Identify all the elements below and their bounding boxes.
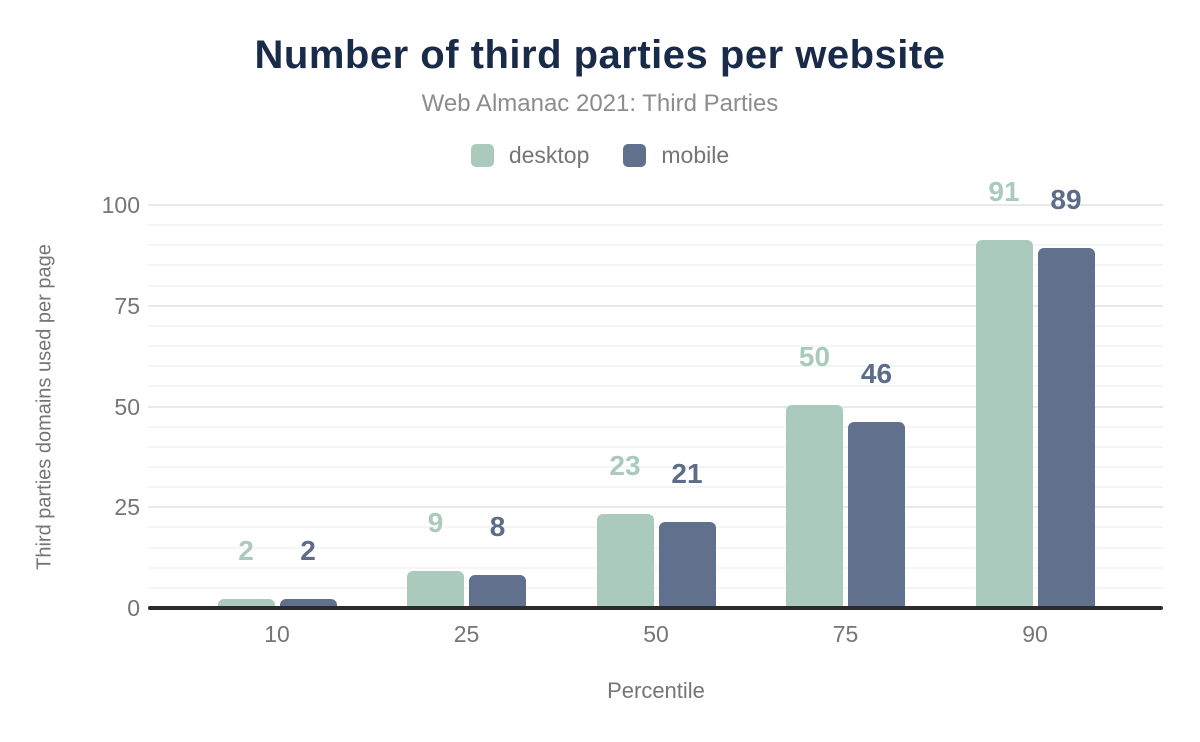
x-axis-tick-label: 90: [1022, 621, 1048, 647]
gridline-major: [148, 204, 1163, 206]
bar-value-desktop-p10: 2: [238, 535, 254, 566]
bar-desktop-p10[interactable]: [217, 599, 275, 607]
bar-mobile-p50[interactable]: [658, 522, 716, 607]
bar-value-mobile-p75: 46: [860, 358, 893, 389]
y-axis-tick-label: 75: [114, 292, 140, 319]
gridline-minor: [148, 385, 1163, 388]
x-axis-tick-label: 75: [832, 621, 859, 647]
gridline-minor: [148, 264, 1163, 267]
bar-value-mobile-p90: 89: [1050, 184, 1082, 215]
gridline-minor: [148, 224, 1163, 227]
gridline-minor: [148, 365, 1163, 368]
legend-swatch-desktop: [470, 144, 494, 167]
bar-desktop-p50[interactable]: [596, 514, 654, 607]
gridline-minor: [148, 244, 1163, 247]
x-axis-tick-label: 25: [453, 621, 480, 647]
bar-value-mobile-p25: 8: [489, 511, 506, 542]
gridline-major: [148, 304, 1163, 307]
gridline-minor: [148, 284, 1163, 287]
gridline-minor: [148, 526, 1163, 529]
bar-value-mobile-p10: 2: [300, 535, 316, 566]
legend-swatch-mobile: [623, 144, 647, 167]
gridline-minor: [148, 445, 1163, 448]
legend: desktop mobile: [0, 142, 1200, 169]
y-axis-tick-label: 100: [101, 192, 140, 218]
chart-title: Number of third parties per website: [254, 33, 946, 77]
gridline-minor: [148, 566, 1163, 569]
bar-desktop-p25[interactable]: [407, 571, 464, 607]
y-axis-title: Third parties domains used per page: [33, 244, 56, 570]
x-axis-line: [148, 606, 1163, 610]
y-axis-tick-label: 50: [114, 393, 140, 420]
chart-subtitle: Web Almanac 2021: Third Parties: [421, 90, 779, 117]
legend-item-desktop[interactable]: desktop: [470, 142, 590, 169]
y-axis-tick-label: 25: [114, 494, 140, 521]
x-axis-tick-label: 50: [643, 621, 669, 647]
legend-label: desktop: [508, 142, 590, 168]
gridline-minor: [148, 465, 1163, 468]
legend-label: mobile: [661, 142, 730, 168]
gridline-major: [148, 506, 1163, 509]
bar-desktop-p75[interactable]: [786, 405, 843, 607]
gridline-minor: [148, 425, 1163, 428]
bar-desktop-p90[interactable]: [975, 240, 1033, 607]
bar-mobile-p75[interactable]: [848, 422, 905, 607]
gridline-minor: [148, 345, 1163, 348]
bar-value-desktop-p75: 50: [798, 341, 831, 372]
legend-item-mobile[interactable]: mobile: [623, 142, 729, 169]
x-axis-title: Percentile: [607, 678, 705, 703]
gridline-minor: [148, 546, 1163, 549]
bar-value-desktop-p50: 23: [609, 450, 641, 481]
x-axis-tick-label: 10: [264, 621, 290, 647]
gridline-minor: [148, 486, 1163, 489]
bar-mobile-p90[interactable]: [1037, 248, 1095, 607]
y-axis-tick-label: 0: [127, 595, 140, 621]
bar-value-mobile-p50: 21: [671, 458, 703, 489]
bar-mobile-p25[interactable]: [469, 575, 526, 607]
bar-mobile-p10[interactable]: [279, 599, 337, 607]
bar-value-desktop-p90: 91: [988, 176, 1020, 207]
gridline-minor: [148, 586, 1163, 589]
gridline-major: [148, 405, 1163, 408]
bar-value-desktop-p25: 9: [427, 507, 444, 538]
gridline-minor: [148, 324, 1163, 327]
